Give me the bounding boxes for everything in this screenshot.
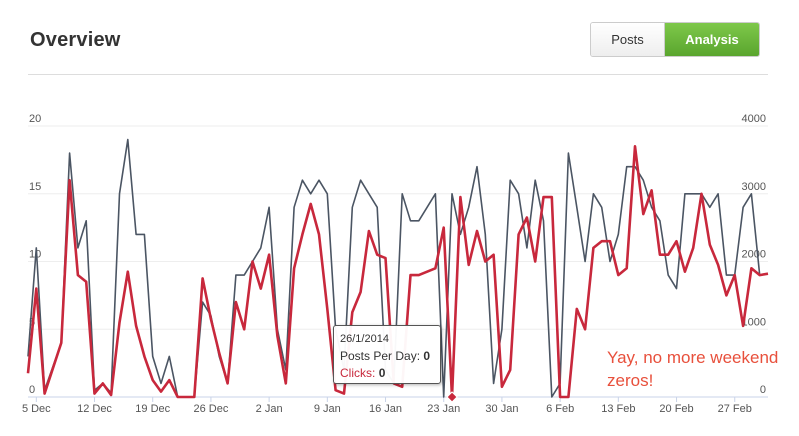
x-tick-label: 5 Dec bbox=[22, 403, 51, 415]
y-left-tick-label: 20 bbox=[29, 113, 41, 125]
highlight-marker-clicks bbox=[446, 391, 458, 403]
header-divider bbox=[28, 74, 768, 75]
x-tick-label: 2 Jan bbox=[256, 403, 283, 415]
y-right-tick-label: 4000 bbox=[742, 113, 766, 125]
tooltip-date: 26/1/2014 bbox=[340, 333, 389, 345]
chart-annotation: Yay, no more weekend zeros! bbox=[607, 348, 779, 390]
tooltip-posts-value: 0 bbox=[423, 349, 431, 363]
x-tick-label: 16 Jan bbox=[369, 403, 402, 415]
tooltip-posts-row: Posts Per Day: 0 bbox=[340, 348, 434, 365]
page-title: Overview bbox=[30, 29, 121, 51]
tooltip-clicks-value: 0 bbox=[378, 366, 386, 380]
x-tick-label: 6 Feb bbox=[546, 403, 574, 415]
series-lines bbox=[26, 138, 769, 399]
tooltip-clicks-row: Clicks: 0 bbox=[340, 365, 434, 382]
y-left-tick-label: 15 bbox=[29, 181, 41, 193]
x-tick-label: 20 Feb bbox=[659, 403, 693, 415]
view-tabs: Posts Analysis bbox=[590, 22, 760, 57]
x-tick-label: 12 Dec bbox=[77, 403, 112, 415]
tooltip-posts-label: Posts Per Day: bbox=[340, 349, 421, 363]
y-right-tick-label: 1000 bbox=[742, 316, 766, 328]
highlight-markers bbox=[446, 391, 458, 403]
x-tick-label: 27 Feb bbox=[718, 403, 752, 415]
series-line-clicks bbox=[26, 145, 769, 399]
y-right-tick-label: 0 bbox=[760, 384, 766, 396]
x-tick-label: 26 Dec bbox=[193, 403, 228, 415]
tab-posts[interactable]: Posts bbox=[591, 23, 665, 56]
x-tick-label: 19 Dec bbox=[135, 403, 170, 415]
tooltip-clicks-label: Clicks: bbox=[340, 366, 376, 380]
x-tick-label: 30 Jan bbox=[485, 403, 518, 415]
chart-tooltip: 26/1/2014 Posts Per Day: 0 Clicks: 0 bbox=[333, 325, 441, 384]
y-right-tick-label: 3000 bbox=[742, 181, 766, 193]
y-right-tick-label: 2000 bbox=[742, 249, 766, 261]
x-tick-label: 23 Jan bbox=[427, 403, 460, 415]
x-tick-label: 13 Feb bbox=[601, 403, 635, 415]
y-left-tick-label: 0 bbox=[29, 384, 35, 396]
tab-analysis[interactable]: Analysis bbox=[665, 23, 759, 56]
x-tick-label: 9 Jan bbox=[314, 403, 341, 415]
